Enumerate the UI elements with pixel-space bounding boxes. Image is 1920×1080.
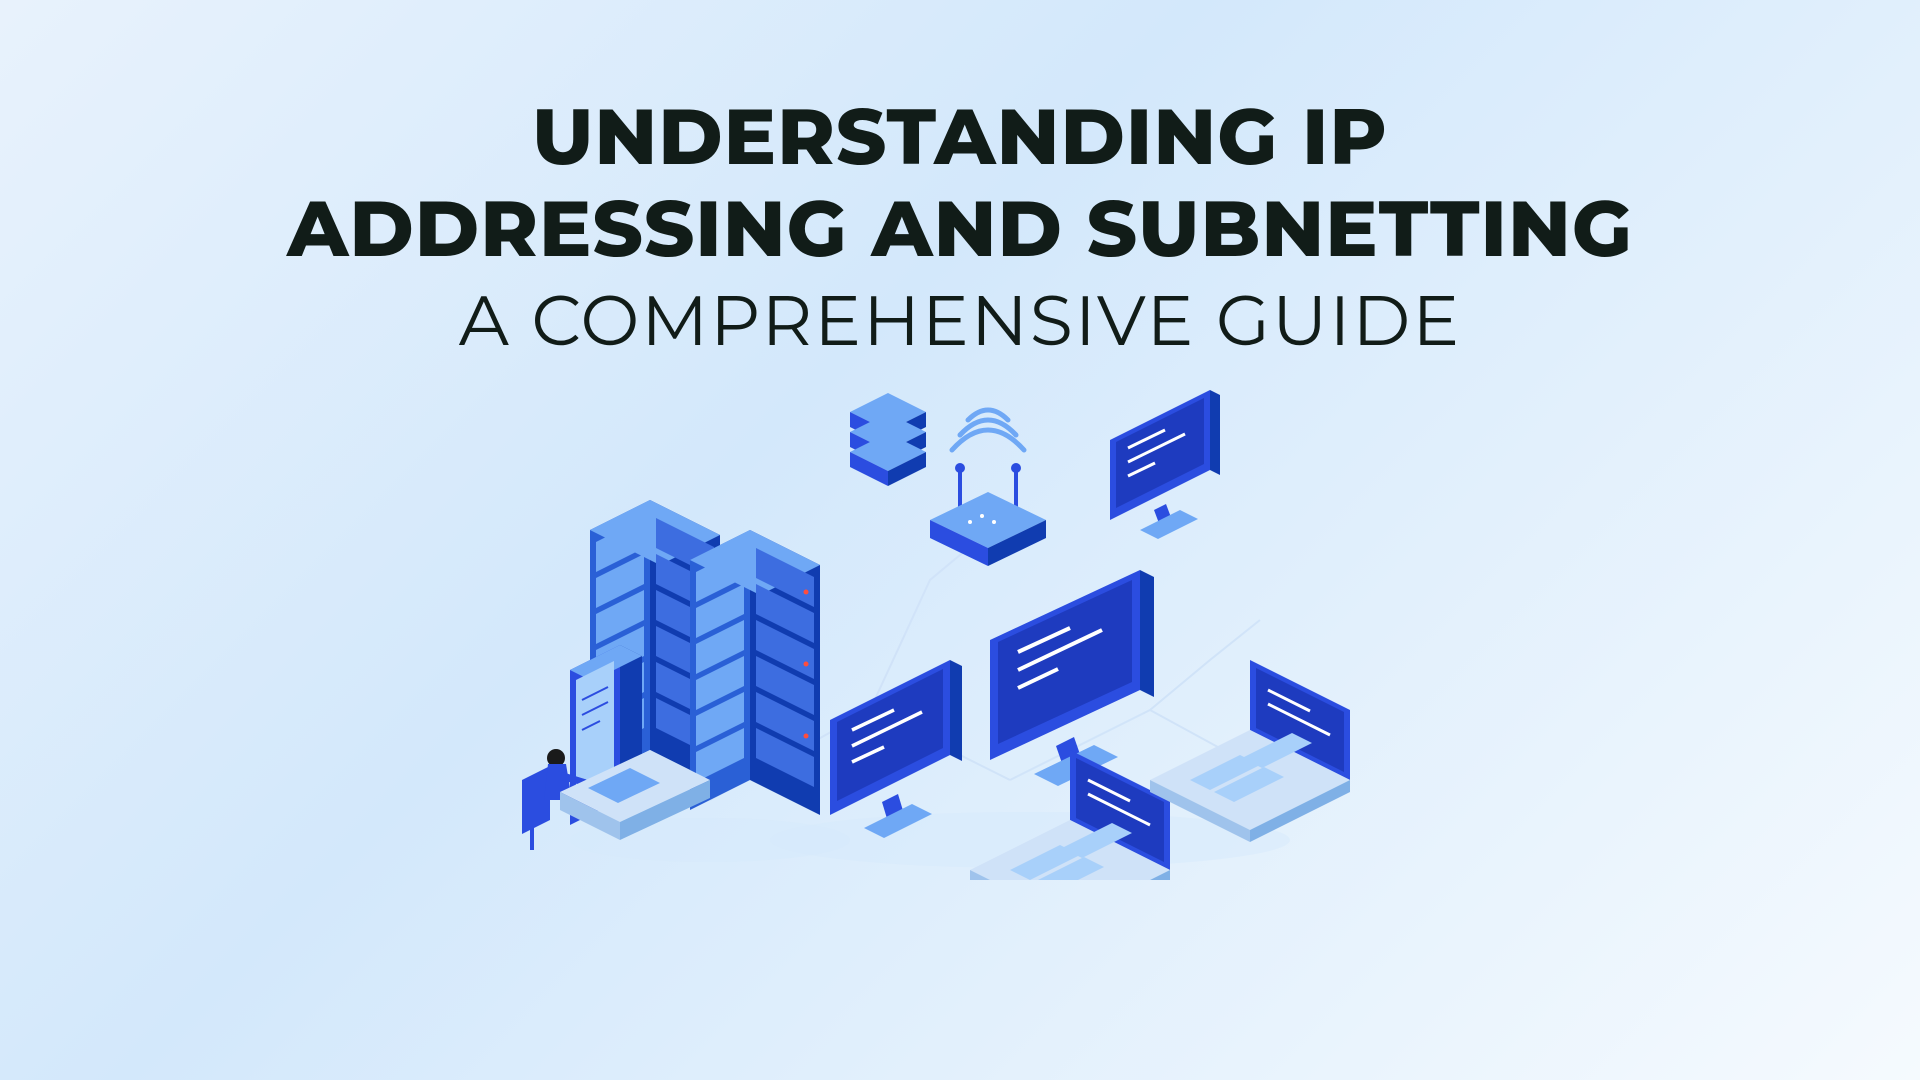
storage-stack-icon (850, 393, 926, 486)
monitor-bottom-left-icon (830, 660, 962, 838)
server-rack-2-icon (690, 530, 820, 815)
content-wrapper: UNDERSTANDING IP ADDRESSING AND SUBNETTI… (0, 0, 1920, 1080)
monitor-top-right-icon (1110, 390, 1220, 539)
main-title-line1: UNDERSTANDING IP (0, 90, 1920, 182)
main-title-line2: ADDRESSING AND SUBNETTING (0, 182, 1920, 274)
network-illustration (510, 380, 1410, 880)
router-icon (930, 410, 1046, 566)
subtitle: A COMPREHENSIVE GUIDE (0, 278, 1920, 362)
wifi-icon (952, 410, 1024, 450)
laptop-right-icon (1150, 660, 1350, 842)
